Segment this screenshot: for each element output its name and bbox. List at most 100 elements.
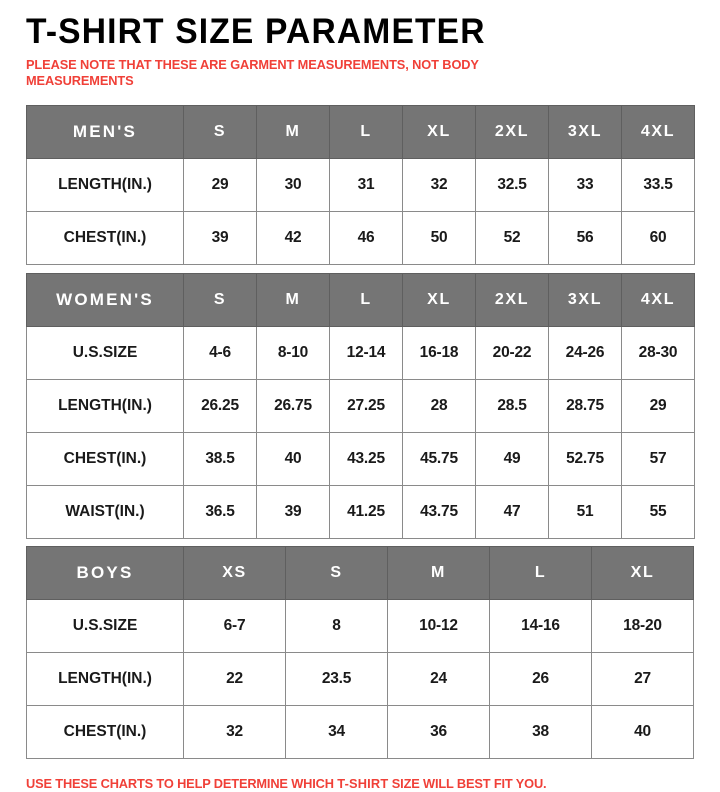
women-row-label: LENGTH(IN.) xyxy=(26,379,184,433)
men-cell: 39 xyxy=(183,211,257,265)
table-row: CHEST(IN.) 38.5 40 43.25 45.75 49 52.75 57 xyxy=(26,432,695,486)
table-row: WAIST(IN.) 36.5 39 41.25 43.75 47 51 55 xyxy=(26,485,695,539)
boys-cell: 8 xyxy=(285,599,388,653)
women-table-label: WOMEN'S xyxy=(26,273,184,327)
page-title: T-SHIRT SIZE PARAMETER xyxy=(26,12,486,51)
boys-size-header-xs: XS xyxy=(183,546,286,600)
womens-size-table: WOMEN'S S M L XL 2XL 3XL 4XL U.S.SIZE 4-6 8-10 12-… xyxy=(26,273,695,539)
women-cell: 26.75 xyxy=(256,379,330,433)
men-cell: 32.5 xyxy=(475,158,549,212)
women-cell: 12-14 xyxy=(329,326,403,380)
men-cell: 31 xyxy=(329,158,403,212)
women-size-header-m: M xyxy=(256,273,330,327)
women-cell: 40 xyxy=(256,432,330,486)
women-cell: 27.25 xyxy=(329,379,403,433)
women-cell: 28.75 xyxy=(548,379,622,433)
women-size-header-4xl: 4XL xyxy=(621,273,695,327)
women-cell: 39 xyxy=(256,485,330,539)
men-row-label: CHEST(IN.) xyxy=(26,211,184,265)
boys-cell: 10-12 xyxy=(387,599,490,653)
boys-cell: 23.5 xyxy=(285,652,388,706)
women-cell: 49 xyxy=(475,432,549,486)
women-cell: 28-30 xyxy=(621,326,695,380)
women-cell: 8-10 xyxy=(256,326,330,380)
women-cell: 28 xyxy=(402,379,476,433)
boys-cell: 14-16 xyxy=(489,599,592,653)
table-row: U.S.SIZE 4-6 8-10 12-14 16-18 20-22 24-26 28-30 xyxy=(26,326,695,380)
women-size-header-s: S xyxy=(183,273,257,327)
boys-cell: 18-20 xyxy=(591,599,694,653)
men-table-label: MEN'S xyxy=(26,105,184,159)
measurement-note: PLEASE NOTE THAT THESE ARE GARMENT MEASU… xyxy=(26,57,479,88)
table-row: U.S.SIZE 6-7 8 10-12 14-16 18-20 xyxy=(26,599,694,653)
men-size-header-m: M xyxy=(256,105,330,159)
men-size-header-s: S xyxy=(183,105,257,159)
boys-cell: 36 xyxy=(387,705,490,759)
boys-table-body: U.S.SIZE 6-7 8 10-12 14-16 18-20 LENGTH(IN.) 22… xyxy=(26,599,694,759)
fit-advice-highlight: T-SHIRT xyxy=(337,776,389,791)
women-cell: 29 xyxy=(621,379,695,433)
table-row: LENGTH(IN.) 29 30 31 32 32.5 33 33.5 xyxy=(26,158,695,212)
men-cell: 33.5 xyxy=(621,158,695,212)
men-row-label: LENGTH(IN.) xyxy=(26,158,184,212)
men-cell: 33 xyxy=(548,158,622,212)
boys-cell: 34 xyxy=(285,705,388,759)
women-cell: 55 xyxy=(621,485,695,539)
table-row: CHEST(IN.) 39 42 46 50 52 56 60 xyxy=(26,211,695,265)
men-size-header-3xl: 3XL xyxy=(548,105,622,159)
women-cell: 4-6 xyxy=(183,326,257,380)
boys-header-row: BOYS XS S M L XL xyxy=(26,546,694,600)
women-cell: 47 xyxy=(475,485,549,539)
men-cell: 29 xyxy=(183,158,257,212)
men-cell: 42 xyxy=(256,211,330,265)
women-cell: 41.25 xyxy=(329,485,403,539)
mens-table-body: LENGTH(IN.) 29 30 31 32 32.5 33 33.5 CHEST(IN.) 3… xyxy=(26,158,695,265)
men-cell: 52 xyxy=(475,211,549,265)
men-size-header-xl: XL xyxy=(402,105,476,159)
women-size-header-3xl: 3XL xyxy=(548,273,622,327)
boys-cell: 24 xyxy=(387,652,490,706)
men-cell: 50 xyxy=(402,211,476,265)
men-cell: 60 xyxy=(621,211,695,265)
table-row: LENGTH(IN.) 22 23.5 24 26 27 xyxy=(26,652,694,706)
boys-cell: 32 xyxy=(183,705,286,759)
boys-cell: 26 xyxy=(489,652,592,706)
fit-advice-note: USE THESE CHARTS TO HELP DETERMINE WHICH… xyxy=(26,759,674,792)
size-chart-page: T-SHIRT SIZE PARAMETER PLEASE NOTE THAT … xyxy=(26,12,695,791)
women-row-label: U.S.SIZE xyxy=(26,326,184,380)
women-row-label: WAIST(IN.) xyxy=(26,485,184,539)
men-size-header-2xl: 2XL xyxy=(475,105,549,159)
men-header-row: MEN'S S M L XL 2XL 3XL 4XL xyxy=(26,105,695,159)
boys-row-label: U.S.SIZE xyxy=(26,599,184,653)
women-cell: 36.5 xyxy=(183,485,257,539)
men-cell: 46 xyxy=(329,211,403,265)
women-cell: 16-18 xyxy=(402,326,476,380)
table-row: CHEST(IN.) 32 34 36 38 40 xyxy=(26,705,694,759)
men-cell: 32 xyxy=(402,158,476,212)
men-cell: 56 xyxy=(548,211,622,265)
boys-size-header-m: M xyxy=(387,546,490,600)
men-cell: 30 xyxy=(256,158,330,212)
boys-cell: 40 xyxy=(591,705,694,759)
table-row: LENGTH(IN.) 26.25 26.75 27.25 28 28.5 28.75 29 xyxy=(26,379,695,433)
women-cell: 38.5 xyxy=(183,432,257,486)
boys-size-header-l: L xyxy=(489,546,592,600)
women-cell: 45.75 xyxy=(402,432,476,486)
fit-advice-before: USE THESE CHARTS TO HELP DETERMINE WHICH xyxy=(26,776,338,791)
men-size-header-l: L xyxy=(329,105,403,159)
boys-size-table: BOYS XS S M L XL U.S.SIZE 6-7 8 10-12 14-16 18-20 L… xyxy=(26,546,694,759)
boys-cell: 22 xyxy=(183,652,286,706)
women-cell: 28.5 xyxy=(475,379,549,433)
boys-table-label: BOYS xyxy=(26,546,184,600)
mens-size-table: MEN'S S M L XL 2XL 3XL 4XL LENGTH(IN.) 29 30 31 32 3… xyxy=(26,105,695,265)
fit-advice-after: SIZE WILL BEST FIT YOU. xyxy=(388,776,547,791)
women-cell: 43.75 xyxy=(402,485,476,539)
men-size-header-4xl: 4XL xyxy=(621,105,695,159)
women-size-header-2xl: 2XL xyxy=(475,273,549,327)
womens-table-head: WOMEN'S S M L XL 2XL 3XL 4XL xyxy=(26,273,695,327)
women-size-header-l: L xyxy=(329,273,403,327)
boys-cell: 6-7 xyxy=(183,599,286,653)
boys-row-label: LENGTH(IN.) xyxy=(26,652,184,706)
boys-cell: 38 xyxy=(489,705,592,759)
women-header-row: WOMEN'S S M L XL 2XL 3XL 4XL xyxy=(26,273,695,327)
